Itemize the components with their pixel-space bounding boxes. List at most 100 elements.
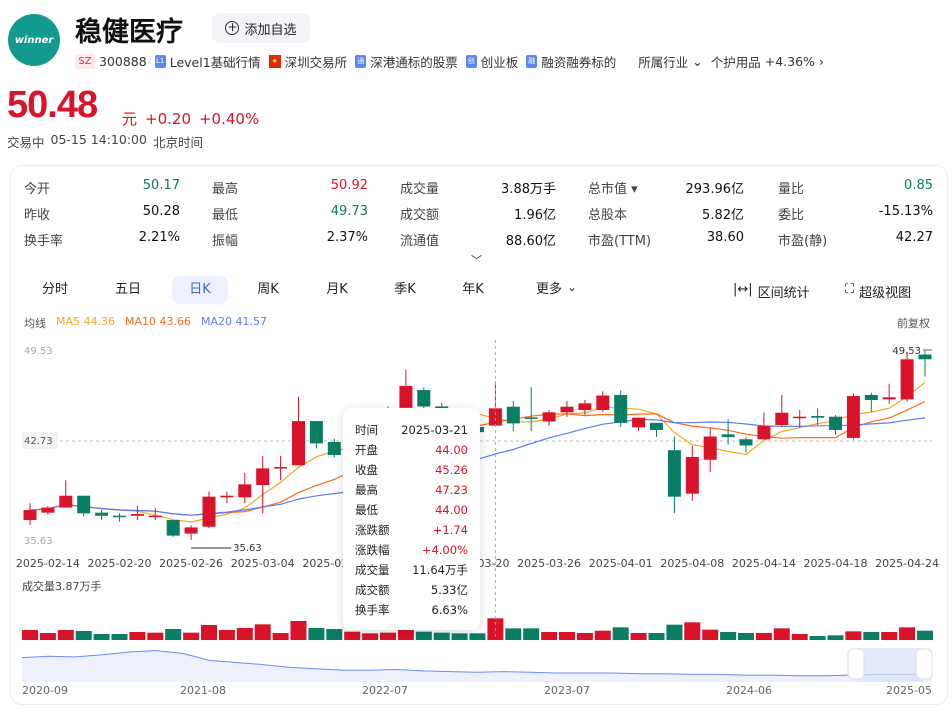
range-arrows-icon: |↔|	[733, 282, 753, 297]
volume-bar	[93, 633, 110, 640]
tooltip-label: 最低	[355, 503, 378, 517]
ma5-value: MA5 44.36	[56, 315, 116, 328]
navigator-line	[21, 650, 933, 677]
candle-body	[95, 512, 109, 516]
volume-bar	[451, 633, 468, 640]
candle-body	[256, 468, 270, 486]
volume-bar	[129, 631, 146, 640]
tab-0[interactable]: 分时	[41, 282, 68, 297]
candle-body	[130, 514, 144, 516]
stat-label: 市盈(TTM)	[588, 234, 652, 249]
candle-body	[775, 412, 789, 426]
stock-tags: SZ 300888 L1 Level1基础行情 ★ 深圳交易所 通深港通标的股票 创创…	[75, 52, 824, 70]
sector-change: +4.36%	[764, 53, 815, 69]
margin-tag[interactable]: 融融资融券标的	[526, 52, 616, 71]
trading-status: 交易中 05-15 14:10:00 北京时间	[7, 132, 203, 151]
price-label-mid-bg	[22, 432, 58, 449]
volume-bar	[75, 631, 92, 640]
stat-value: 49.73	[330, 204, 368, 219]
tooltip-row: 成交量 11.64万手	[355, 560, 468, 580]
company-logo: winner	[8, 14, 60, 66]
volume-bar	[165, 628, 182, 640]
volume-label: 成交量3.87万手	[22, 579, 102, 593]
tab-3[interactable]: 周K	[257, 282, 279, 297]
price-change: 元 +0.20 +0.40%	[122, 108, 259, 129]
level1-tag[interactable]: L1 Level1基础行情	[154, 52, 261, 71]
volume-bar	[845, 631, 862, 640]
ma-legend: 均线 MA5 44.36 MA10 43.66 MA20 41.57	[24, 315, 267, 331]
date-tick: 2025-04-01	[589, 557, 653, 570]
candle-body	[918, 354, 932, 360]
stat-value: 2.37%	[326, 230, 368, 245]
date-tick: 2025-03-04	[231, 557, 295, 570]
tooltip-row: 最低 44.00	[355, 500, 468, 520]
stat-label: 最高	[212, 182, 239, 197]
ma10-value: MA10 43.66	[125, 315, 192, 328]
candle-body	[166, 520, 180, 536]
add-watchlist-button[interactable]: + 添加自选	[212, 13, 310, 43]
tab-1[interactable]: 五日	[114, 282, 141, 297]
price-label-top: 49.53	[24, 346, 53, 357]
timezone: 北京时间	[152, 135, 203, 150]
tooltip-label: 最高	[355, 483, 378, 497]
volume-bar	[505, 628, 522, 640]
volume-bar	[863, 631, 880, 640]
volume-bar	[612, 627, 629, 640]
date-tick: 2025-04-24	[875, 557, 939, 570]
exchange-label: 深圳交易所	[284, 54, 348, 70]
volume-bar	[773, 628, 790, 640]
tab-7[interactable]: 更多	[535, 282, 562, 297]
navigator-window[interactable]	[857, 648, 923, 682]
navigator-date-label: 2025-05	[886, 684, 932, 697]
volume-bar	[720, 631, 737, 640]
candle-body	[292, 421, 305, 466]
sector-link[interactable]: 个护用品 +4.36% ›	[711, 52, 824, 71]
stat-label: 成交量	[400, 182, 440, 197]
expand-chevron-icon[interactable]: ﹀	[471, 254, 482, 267]
volume-bar	[594, 630, 611, 640]
candle-body	[632, 417, 646, 428]
stat-value: 88.60亿	[505, 234, 556, 249]
range-stats-button[interactable]: |↔| 区间统计	[733, 282, 810, 301]
candle-body	[417, 390, 431, 407]
candle-body	[882, 397, 896, 400]
candle-body	[238, 484, 252, 498]
candle-body	[685, 457, 699, 494]
range-stats-label: 区间统计	[757, 286, 810, 301]
tab-5[interactable]: 季K	[394, 282, 416, 297]
candle-body	[274, 467, 288, 469]
industry-dropdown[interactable]: 所属行业 ⌄	[638, 52, 703, 71]
navigator-date-label: 2022-07	[362, 684, 408, 697]
date-tick: 2025-04-14	[732, 557, 796, 570]
volume-bar	[290, 620, 307, 640]
ma-title: 均线	[24, 317, 46, 330]
stat-label: 换手率	[24, 234, 64, 249]
stat-value: 38.60	[706, 230, 744, 245]
date-tick: 2025-02-26	[159, 557, 223, 570]
quote-time: 05-15 14:10:00	[50, 132, 147, 147]
board-tag[interactable]: 创创业板	[465, 52, 518, 71]
candle-body	[614, 394, 628, 423]
tooltip-label: 开盘	[355, 443, 378, 457]
tab-4[interactable]: 月K	[326, 282, 348, 297]
connect-tag[interactable]: 通深港通标的股票	[355, 52, 458, 71]
adjust-mode-button[interactable]: 前复权	[897, 317, 930, 330]
navigator-handle-left[interactable]	[847, 648, 865, 680]
stat-value: 50.28	[142, 204, 180, 219]
volume-bar	[380, 632, 396, 640]
chevron-down-icon: ⌄	[567, 280, 578, 294]
chevron-down-icon: ⌄	[692, 53, 703, 69]
tab-2[interactable]: 日K	[172, 276, 228, 304]
stat-value: 42.27	[895, 230, 933, 245]
exchange-tag[interactable]: ★ 深圳交易所	[268, 52, 348, 71]
tooltip-row: 涨跌额 +1.74	[355, 520, 468, 540]
quote-card	[10, 165, 948, 705]
volume-bar	[254, 624, 271, 640]
tab-6[interactable]: 年K	[462, 282, 484, 297]
super-view-button[interactable]: ⛶ 超级视图	[845, 282, 911, 301]
volume-bar	[183, 632, 200, 640]
stat-label: 流通值	[400, 234, 440, 249]
candle-body	[524, 417, 538, 419]
navigator-handle-right[interactable]	[915, 648, 933, 680]
